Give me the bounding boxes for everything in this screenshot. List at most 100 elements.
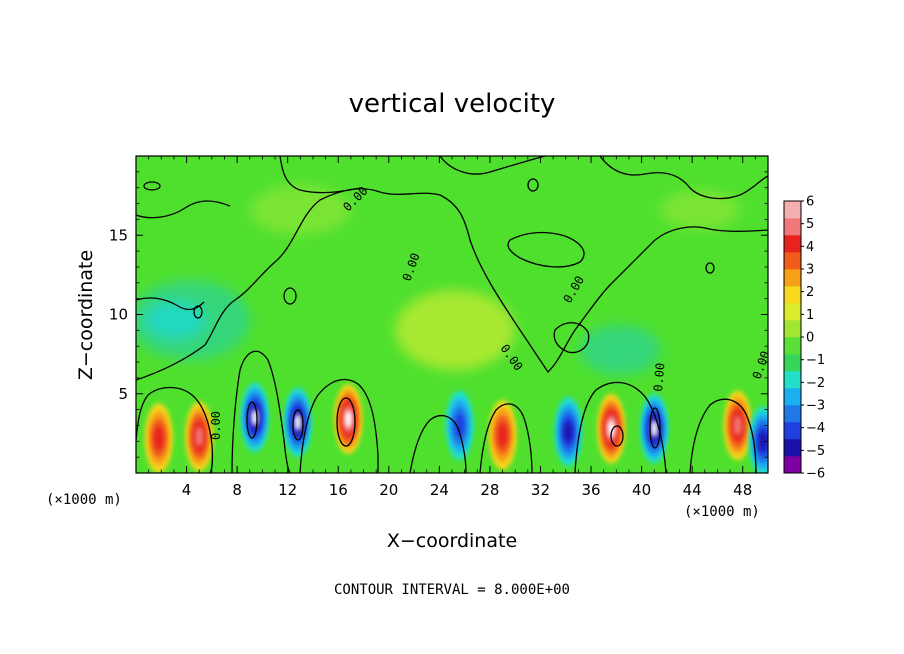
- colorbar-swatch: [784, 337, 801, 355]
- small-contour: [705, 262, 715, 274]
- colorbar-label: 0: [806, 331, 814, 346]
- x-tick-label: 36: [581, 481, 600, 499]
- colorbar: 6 5 4 3 2 1 0 −1 −2 −3 −4 −5 −6: [783, 195, 825, 482]
- zero-contour: [299, 378, 379, 473]
- colorbar-swatch: [784, 388, 801, 406]
- x-axis-label: X−coordinate: [387, 530, 517, 552]
- updraft-cell: [488, 400, 517, 470]
- zero-contour: [136, 188, 768, 381]
- cell-level: [497, 422, 508, 448]
- field-patch: [580, 325, 660, 375]
- colorbar-swatch: [784, 218, 801, 236]
- updraft-cell: [334, 384, 363, 454]
- colorbar-label: 3: [806, 263, 814, 278]
- cell-level: [153, 426, 164, 451]
- x-tick-label: 8: [232, 481, 242, 499]
- x-tick-label: 44: [683, 481, 702, 499]
- y-tick-label: 5: [118, 385, 128, 403]
- zero-contour: [409, 414, 467, 473]
- colorbar-swatch: [784, 456, 801, 474]
- x-tick-label: 28: [480, 481, 499, 499]
- colorbar-swatch: [784, 422, 801, 440]
- field-patch: [660, 190, 740, 230]
- colorbar-label: −4: [806, 421, 825, 436]
- colorbar-swatch: [784, 303, 801, 321]
- colorbar-label: −3: [806, 399, 825, 414]
- max-contour: [336, 397, 356, 447]
- colorbar-swatch: [784, 235, 801, 253]
- zero-contour: [507, 231, 585, 268]
- cell-level: [195, 426, 204, 447]
- downdraft-cell: [554, 396, 583, 467]
- chart-title: vertical velocity: [349, 89, 556, 119]
- zero-contour: [553, 322, 590, 354]
- colorbar-label: 6: [806, 195, 814, 210]
- contour-interval-note: CONTOUR INTERVAL = 8.000E+00: [334, 582, 570, 598]
- updraft-cell: [185, 401, 214, 472]
- x-tick-label: 20: [379, 481, 398, 499]
- field-patch: [395, 290, 515, 370]
- colorbar-swatch: [784, 405, 801, 423]
- velocity-cells: [144, 382, 768, 473]
- cell-level: [650, 420, 658, 438]
- min-contour: [649, 407, 661, 449]
- x-tick-label: 24: [430, 481, 449, 499]
- cell-level: [564, 421, 573, 442]
- small-contour: [283, 287, 297, 305]
- zero-contour: [279, 156, 361, 194]
- x-tick-label: 32: [531, 481, 550, 499]
- colorbar-swatch: [784, 252, 801, 270]
- plot-area: 0.00 0.00 0.00 0.00 0.00 0.00 0.00: [136, 156, 768, 473]
- small-contour: [527, 178, 539, 192]
- y-axis-label: Z−coordinate: [75, 250, 97, 380]
- zero-contour: [689, 398, 757, 473]
- updraft-cell: [144, 403, 173, 473]
- colorbar-label: 5: [806, 217, 814, 232]
- colorbar-swatch: [784, 354, 801, 372]
- colorbar-label: −2: [806, 376, 825, 391]
- max-contour: [610, 425, 624, 447]
- zero-contour: [136, 386, 214, 473]
- colorbar-label: −1: [806, 353, 825, 368]
- colorbar-label: −5: [806, 444, 825, 459]
- small-contour: [193, 305, 203, 319]
- x-tick-label: 12: [278, 481, 297, 499]
- colorbar-label: 4: [806, 240, 814, 255]
- contours: [136, 156, 768, 473]
- x-axis: 4 8 12 16 20 24 28 32 36 40 44 48: [148, 156, 756, 499]
- cell-level: [344, 410, 352, 428]
- field-texture: [136, 185, 740, 375]
- y-tick-label: 15: [109, 226, 128, 244]
- zero-contour: [136, 297, 205, 311]
- contour-label: 0.00: [209, 411, 223, 440]
- contour-label: 0.00: [651, 362, 667, 392]
- cell-level: [758, 431, 767, 452]
- updraft-cell: [723, 390, 752, 461]
- colorbar-swatch: [784, 269, 801, 287]
- x-tick-label: 16: [329, 481, 348, 499]
- zero-contour: [231, 350, 291, 473]
- x-tick-label: 4: [182, 481, 192, 499]
- zero-contour: [439, 156, 546, 175]
- colorbar-label: 1: [806, 308, 814, 323]
- colorbar-swatch: [784, 439, 801, 457]
- cell-level: [454, 413, 465, 438]
- downdraft-cell: [640, 393, 669, 464]
- cell-level: [294, 413, 302, 431]
- y-tick-label: 10: [109, 306, 128, 324]
- field-patch: [145, 302, 205, 338]
- cell-level: [733, 415, 742, 436]
- downdraft-cell: [240, 382, 269, 453]
- colorbar-swatch: [784, 320, 801, 338]
- x-unit-left: (×1000 m): [46, 492, 122, 508]
- colorbar-label: −6: [806, 467, 825, 482]
- x-tick-label: 48: [733, 481, 752, 499]
- small-contour: [143, 181, 161, 191]
- y-axis: 5 10 15: [109, 171, 768, 458]
- colorbar-label: 2: [806, 285, 814, 300]
- colorbar-swatch: [784, 286, 801, 304]
- x-unit-right: (×1000 m): [684, 504, 760, 520]
- cell-level: [607, 420, 615, 438]
- zero-contour: [599, 156, 768, 200]
